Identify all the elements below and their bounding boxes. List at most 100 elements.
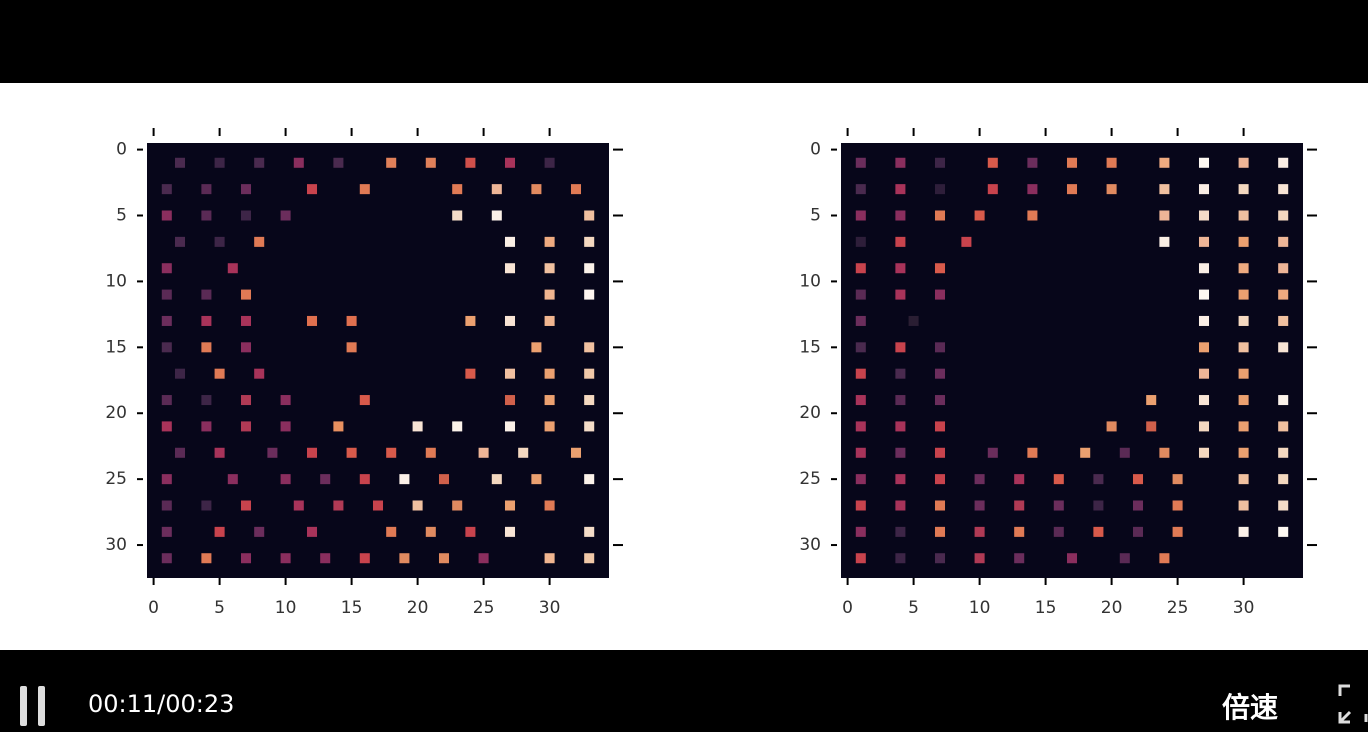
cell (1238, 447, 1249, 458)
cell (934, 553, 946, 564)
cell (934, 157, 946, 168)
cell (412, 500, 423, 511)
cell (504, 526, 516, 537)
cell (544, 289, 555, 300)
cell (1278, 289, 1289, 300)
cell (531, 184, 542, 195)
cell (895, 368, 906, 379)
cell (399, 553, 410, 564)
cell (240, 210, 252, 221)
cell (346, 447, 357, 458)
cell (974, 210, 985, 221)
cell (280, 474, 291, 485)
cell (1159, 210, 1170, 221)
cell (306, 184, 318, 195)
cell (201, 210, 212, 221)
plot-area (147, 143, 609, 578)
cell (544, 315, 555, 326)
cell (478, 447, 489, 458)
cell (544, 368, 555, 379)
cell (895, 184, 906, 195)
x-tick-label: 0 (842, 598, 853, 618)
cell (1278, 421, 1289, 432)
video-frame: 0 5 10 15 20 25 30 0 5 10 15 20 25 30 0 5 10 15 20 25 30 0 5 10… (0, 83, 1368, 650)
cell (584, 368, 595, 379)
cell (201, 342, 212, 353)
cell (161, 421, 172, 432)
cell (1106, 157, 1117, 168)
cell (934, 526, 946, 537)
cell (320, 474, 331, 485)
cell (544, 421, 555, 432)
cell (544, 263, 555, 274)
cell (934, 395, 946, 406)
cell (855, 342, 866, 353)
x-tick-label: 10 (275, 598, 297, 618)
cell (855, 395, 866, 406)
cell (333, 157, 344, 168)
cell (1278, 184, 1289, 195)
cell (438, 474, 450, 485)
cell (412, 421, 423, 432)
cell (1198, 368, 1210, 379)
cell (161, 184, 172, 195)
cell (1159, 447, 1170, 458)
cell (359, 395, 370, 406)
cell (1198, 395, 1210, 406)
cell (908, 315, 919, 326)
cell (1027, 210, 1038, 221)
cell (1278, 263, 1289, 274)
cell (544, 500, 555, 511)
cell (1238, 395, 1249, 406)
cell (346, 315, 357, 326)
pause-button[interactable] (18, 682, 58, 732)
cell (1278, 474, 1289, 485)
cell (1278, 395, 1289, 406)
cell (280, 395, 291, 406)
cell (504, 236, 516, 247)
cell (359, 474, 370, 485)
cell (1106, 184, 1117, 195)
speed-button[interactable]: 倍速 (1222, 691, 1279, 724)
cell (491, 184, 502, 195)
cell (1014, 474, 1025, 485)
cell (161, 553, 172, 564)
cell (372, 500, 384, 511)
cell (895, 474, 906, 485)
cell (254, 236, 265, 247)
cell (280, 210, 291, 221)
cell (386, 447, 397, 458)
cell (1119, 447, 1130, 458)
y-tick-label: 30 (799, 535, 821, 555)
cell (504, 315, 516, 326)
cell (346, 342, 357, 353)
cell (1080, 447, 1091, 458)
cell (1093, 474, 1104, 485)
cell (934, 500, 946, 511)
x-tick-label: 0 (148, 598, 159, 618)
cell (895, 500, 906, 511)
cell (855, 474, 866, 485)
cell (240, 342, 252, 353)
cell (961, 236, 972, 247)
cell (227, 263, 238, 274)
cell (386, 526, 397, 537)
cell (895, 263, 906, 274)
cell (1119, 553, 1130, 564)
cell (254, 157, 265, 168)
cell (895, 342, 906, 353)
fullscreen-button[interactable] (1338, 684, 1368, 724)
cell (1106, 421, 1117, 432)
cell (267, 447, 278, 458)
cell (1146, 395, 1157, 406)
cell (1053, 500, 1064, 511)
cell (855, 447, 866, 458)
cell (1278, 447, 1289, 458)
cell (504, 395, 516, 406)
cell (570, 447, 582, 458)
cell (584, 210, 595, 221)
cell (1278, 315, 1289, 326)
x-tick-label: 20 (407, 598, 429, 618)
cell (174, 368, 186, 379)
cell (987, 447, 998, 458)
